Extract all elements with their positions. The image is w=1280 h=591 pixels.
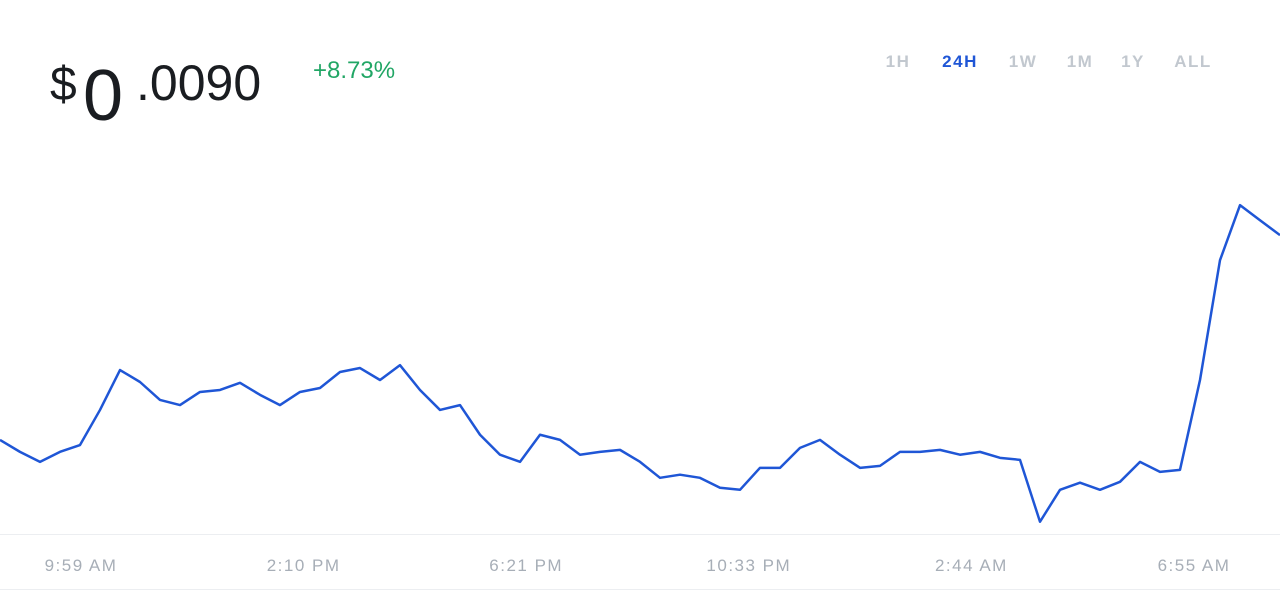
x-tick-label: 6:55 AM [1158, 556, 1231, 575]
x-tick-label: 2:44 AM [935, 556, 1008, 575]
range-button[interactable]: 1W [1009, 52, 1038, 71]
price-integer: 0 [83, 56, 123, 136]
x-tick-label: 10:33 PM [706, 556, 791, 575]
x-tick-label: 2:10 PM [267, 556, 341, 575]
range-button[interactable]: ALL [1174, 52, 1212, 71]
x-tick-label: 6:21 PM [489, 556, 563, 575]
x-tick-label: 9:59 AM [45, 556, 118, 575]
price-decimals: .0090 [136, 55, 261, 111]
range-button[interactable]: 24H [942, 52, 978, 71]
range-button[interactable]: 1H [886, 52, 911, 71]
range-button[interactable]: 1Y [1121, 52, 1145, 71]
range-button[interactable]: 1M [1067, 52, 1094, 71]
price-change: +8.73% [313, 57, 395, 84]
currency-symbol: $ [50, 58, 77, 111]
price-line [0, 203, 1280, 523]
